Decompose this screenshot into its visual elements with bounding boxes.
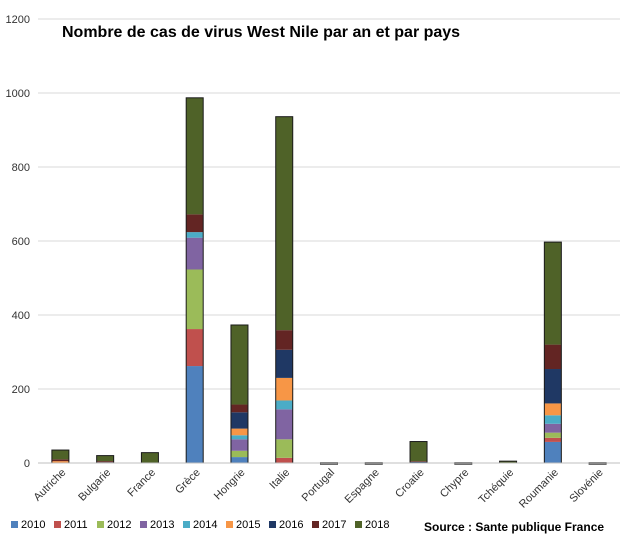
legend-swatch — [226, 521, 233, 528]
y-tick-label: 800 — [12, 162, 30, 174]
bar-segment — [141, 452, 159, 463]
legend-label: 2016 — [279, 519, 303, 531]
bar-segment — [96, 461, 114, 463]
y-tick-label: 400 — [12, 310, 30, 322]
bar-segment — [544, 369, 562, 404]
bar-segment — [275, 116, 293, 331]
y-tick-label: 1200 — [6, 14, 30, 26]
bar-segment — [544, 415, 562, 424]
legend-label: 2012 — [107, 519, 131, 531]
legend-label: 2015 — [236, 519, 260, 531]
bar-segment — [186, 97, 204, 215]
source-label: Source : Sante publique France — [424, 520, 604, 534]
bar-segment — [275, 439, 293, 458]
bar-segment — [544, 441, 562, 463]
legend-label: 2014 — [193, 519, 217, 531]
legend-swatch — [11, 521, 18, 528]
bar-segment — [230, 324, 248, 405]
bar-segment — [544, 403, 562, 416]
legend-swatch — [183, 521, 190, 528]
bar-segment — [186, 269, 204, 330]
y-tick-label: 1000 — [6, 88, 30, 100]
bar-segment — [230, 435, 248, 440]
legend-label: 2017 — [322, 519, 346, 531]
bar-segment — [499, 461, 517, 463]
legend-swatch — [312, 521, 319, 528]
bar-segment — [230, 450, 248, 458]
legend-label: 2011 — [64, 519, 88, 531]
bar-segment — [275, 330, 293, 350]
bar-segment — [230, 404, 248, 413]
bar-segment — [186, 237, 204, 270]
y-tick-label: 0 — [24, 458, 30, 470]
bar-segment — [410, 461, 428, 463]
bar-segment — [544, 344, 562, 370]
legend-swatch — [97, 521, 104, 528]
bar-segment — [186, 232, 204, 238]
legend-swatch — [355, 521, 362, 528]
legend-swatch — [140, 521, 147, 528]
y-tick-label: 600 — [12, 236, 30, 248]
bar-segment — [544, 432, 562, 438]
legend-label: 2010 — [21, 519, 45, 531]
bar-segment — [410, 461, 428, 462]
bar-segment — [51, 459, 69, 462]
y-axis-ticks: 0 200 400 600 800 1000 1200 — [6, 14, 30, 470]
bar-segment — [275, 349, 293, 378]
bar-segment — [275, 400, 293, 410]
bar-segment — [230, 457, 248, 463]
bar-segment — [186, 329, 204, 367]
legend-swatch — [269, 521, 276, 528]
bar-segment — [275, 457, 293, 463]
legend-label: 2018 — [365, 519, 389, 531]
y-tick-label: 200 — [12, 384, 30, 396]
bar-segment — [186, 214, 204, 233]
bar-segment — [275, 409, 293, 440]
bar-segment — [410, 441, 428, 462]
bar-segment — [230, 439, 248, 451]
bar-segment — [544, 423, 562, 433]
legend: 2010 2011 2012 2013 2014 2015 2016 2017 2018 — [11, 519, 389, 531]
legend-label: 2013 — [150, 519, 174, 531]
bar-segment — [230, 428, 248, 436]
legend-swatch — [54, 521, 61, 528]
chart-title: Nombre de cas de virus West Nile par an … — [62, 24, 460, 41]
bar-segment — [275, 377, 293, 401]
bar-segment — [544, 242, 562, 345]
bar-segment — [544, 437, 562, 442]
gridlines — [38, 18, 620, 390]
bar-segment — [186, 366, 204, 463]
bar-segment — [230, 412, 248, 429]
bar-segment — [51, 461, 69, 463]
bar-segment — [51, 450, 69, 460]
bar-segment — [96, 455, 114, 462]
